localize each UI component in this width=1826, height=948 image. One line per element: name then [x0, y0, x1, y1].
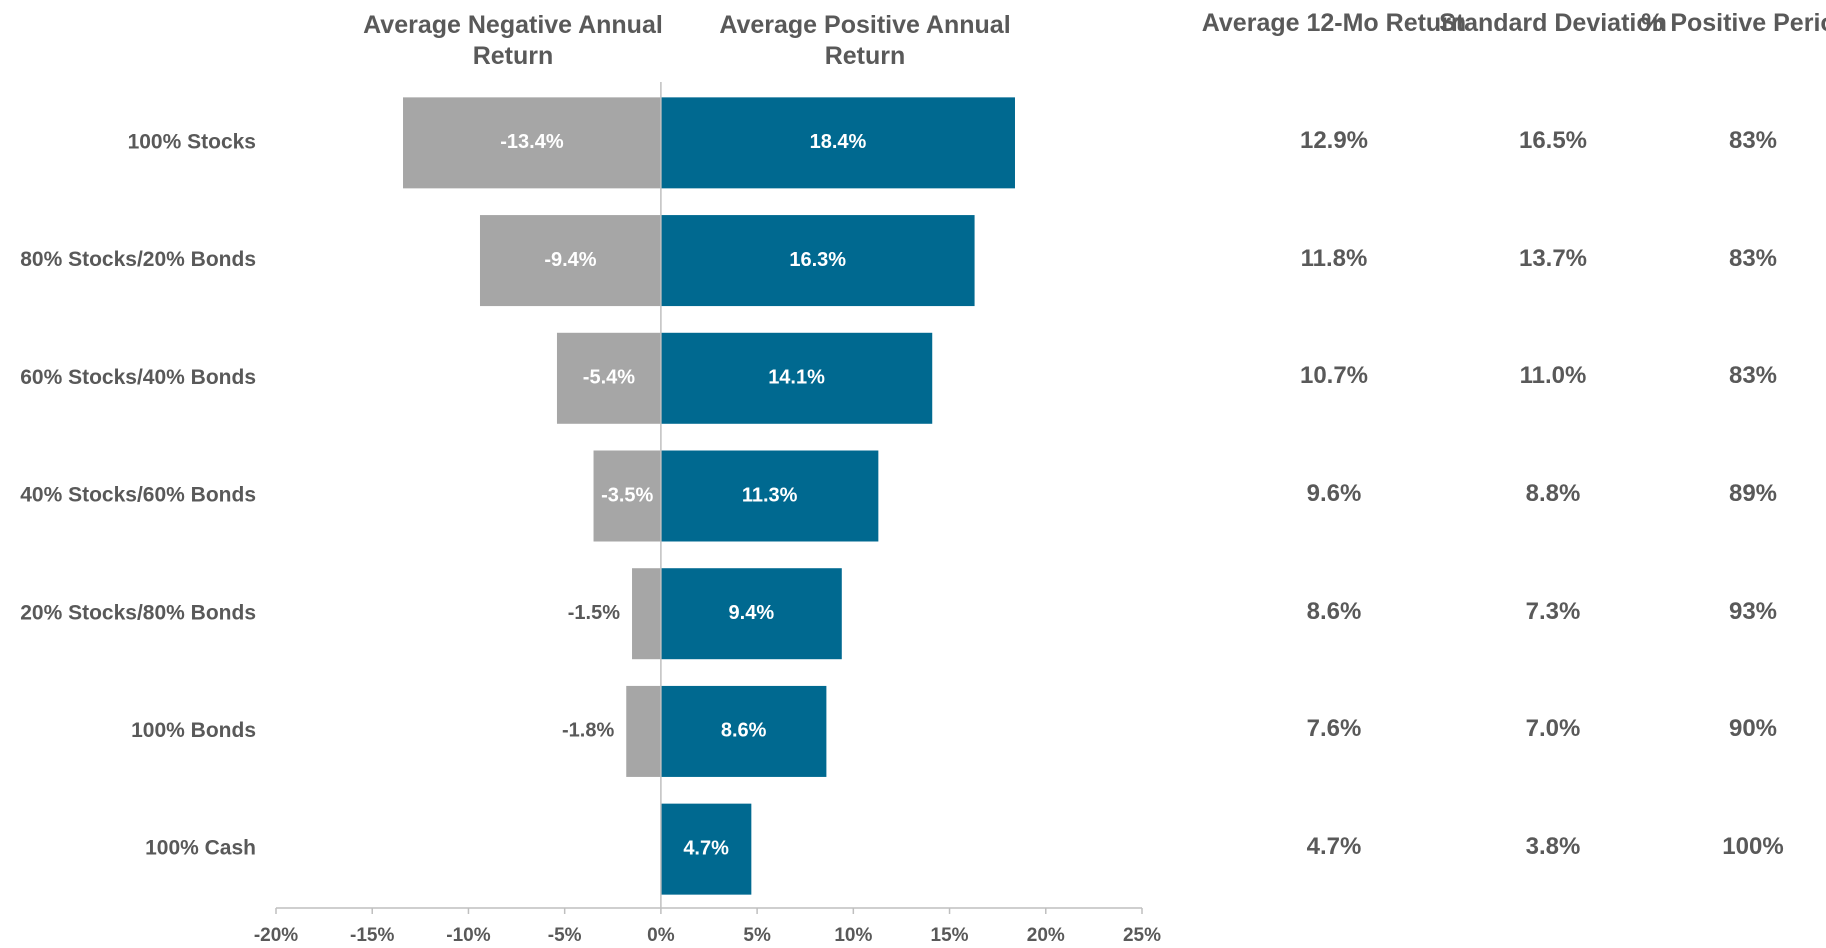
- value-label: -9.4%: [544, 249, 596, 271]
- series-header: Average Negative Annual Return: [363, 11, 663, 70]
- x-tick-label: -20%: [254, 925, 298, 946]
- bar: [660, 332, 933, 424]
- value-label: -5.4%: [583, 367, 635, 389]
- table-cell: 100%: [1722, 833, 1784, 861]
- bar: [593, 450, 661, 542]
- bar: [479, 215, 661, 307]
- x-tick-label: 5%: [743, 925, 771, 946]
- bar: [660, 215, 975, 307]
- table-cell: 10.7%: [1299, 362, 1369, 390]
- bar: [660, 685, 827, 777]
- category-label: 100% Cash: [145, 837, 256, 860]
- x-tick-label: 25%: [1123, 925, 1161, 946]
- value-label: 9.4%: [729, 602, 775, 624]
- x-tick-label: -10%: [446, 925, 490, 946]
- table-cell: 12.9%: [1299, 126, 1369, 154]
- x-tick-label: -15%: [350, 925, 394, 946]
- category-label: 80% Stocks/20% Bonds: [20, 248, 256, 271]
- bar: [660, 97, 1015, 189]
- bar: [660, 568, 842, 660]
- column-header: Standard Deviation: [1439, 9, 1667, 37]
- table-cell: 16.5%: [1518, 126, 1588, 154]
- table-cell: 83%: [1728, 362, 1778, 390]
- value-label: 18.4%: [810, 131, 867, 153]
- value-label: 11.3%: [742, 484, 798, 506]
- value-label: -3.5%: [601, 484, 653, 506]
- table-cell: 9.6%: [1306, 480, 1362, 507]
- bar: [660, 803, 752, 895]
- bar: [403, 97, 661, 189]
- bar: [556, 332, 661, 424]
- table-cell: 11.8%: [1300, 244, 1368, 272]
- value-label: 8.6%: [721, 720, 767, 742]
- column-header: % Positive Periods: [1641, 9, 1826, 37]
- table-cell: 90%: [1728, 715, 1778, 743]
- table-cell: 13.7%: [1518, 244, 1588, 272]
- value-label: 4.7%: [683, 837, 729, 859]
- series-header: Average Positive Annual Return: [719, 11, 1011, 70]
- table-cell: 93%: [1728, 597, 1778, 625]
- category-label: 60% Stocks/40% Bonds: [20, 366, 256, 389]
- category-label: 20% Stocks/80% Bonds: [20, 601, 256, 624]
- value-label: -1.8%: [562, 720, 614, 742]
- column-header: Average 12-Mo Return: [1201, 9, 1467, 37]
- table-cell: 89%: [1728, 480, 1778, 507]
- x-tick-label: 0%: [647, 925, 675, 946]
- table-cell: 83%: [1728, 126, 1778, 154]
- x-tick-label: 10%: [834, 925, 872, 946]
- x-tick-label: 20%: [1027, 925, 1065, 946]
- value-label: -1.5%: [568, 602, 620, 624]
- bar: [626, 685, 661, 777]
- category-label: 100% Stocks: [128, 130, 256, 153]
- x-tick-label: 15%: [931, 925, 969, 946]
- category-label: 100% Bonds: [131, 719, 256, 742]
- table-cell: 11.0%: [1519, 362, 1587, 390]
- table-cell: 7.0%: [1525, 715, 1581, 743]
- table-cell: 83%: [1728, 244, 1778, 272]
- table-cell: 7.3%: [1525, 597, 1581, 625]
- bar: [632, 568, 661, 660]
- table-cell: 7.6%: [1306, 715, 1362, 743]
- table-cell: 8.8%: [1525, 480, 1581, 507]
- value-label: 14.1%: [768, 367, 825, 389]
- category-label: 40% Stocks/60% Bonds: [20, 484, 256, 507]
- bar: [660, 450, 879, 542]
- table-cell: 8.6%: [1306, 597, 1362, 625]
- table-cell: 4.7%: [1306, 833, 1362, 861]
- table-cell: 3.8%: [1525, 833, 1581, 861]
- x-tick-label: -5%: [548, 925, 582, 946]
- value-label: -13.4%: [500, 131, 564, 153]
- value-label: 16.3%: [789, 249, 846, 271]
